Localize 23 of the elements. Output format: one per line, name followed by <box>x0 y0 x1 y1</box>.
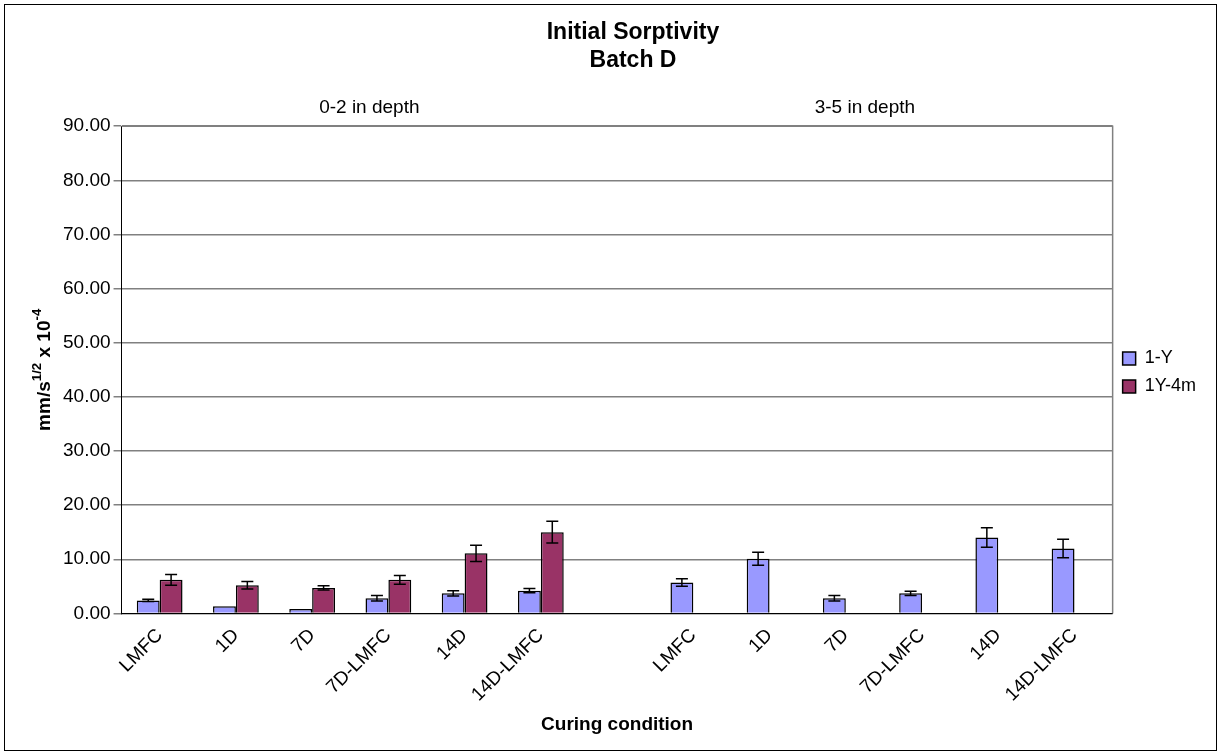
y-tick-label: 40.00 <box>63 385 111 407</box>
y-tick-label: 50.00 <box>63 330 111 352</box>
y-tick-label: 20.00 <box>63 493 111 515</box>
x-tick-label: 7D <box>286 624 319 657</box>
y-tick-label: 70.00 <box>63 222 111 244</box>
x-axis-title: Curing condition <box>541 712 694 734</box>
x-tick-label: 14D <box>431 624 472 664</box>
y-tick-label: 60.00 <box>63 276 111 298</box>
y-tick-label: 80.00 <box>63 168 111 190</box>
x-tick-label: 14D <box>965 624 1005 664</box>
x-tick-label: 7D <box>820 624 853 657</box>
y-axis-title: mm/s1/2 x 10-4 <box>29 308 55 431</box>
legend-label: 1-Y <box>1144 347 1173 368</box>
y-tick-label: 0.00 <box>73 601 111 623</box>
y-tick-label: 30.00 <box>63 439 111 461</box>
x-tick-label: 1D <box>210 624 243 657</box>
x-tick-label: 1D <box>744 624 777 657</box>
legend-label: 1Y-4m <box>1144 375 1197 396</box>
text: 0-2 in depth <box>319 96 420 118</box>
y-tick-label: 10.00 <box>63 547 111 569</box>
y-tick-label: 90.00 <box>63 114 111 136</box>
chart-title: Initial Sorptivity Batch D <box>546 18 720 72</box>
text: 3-5 in depth <box>814 96 916 118</box>
